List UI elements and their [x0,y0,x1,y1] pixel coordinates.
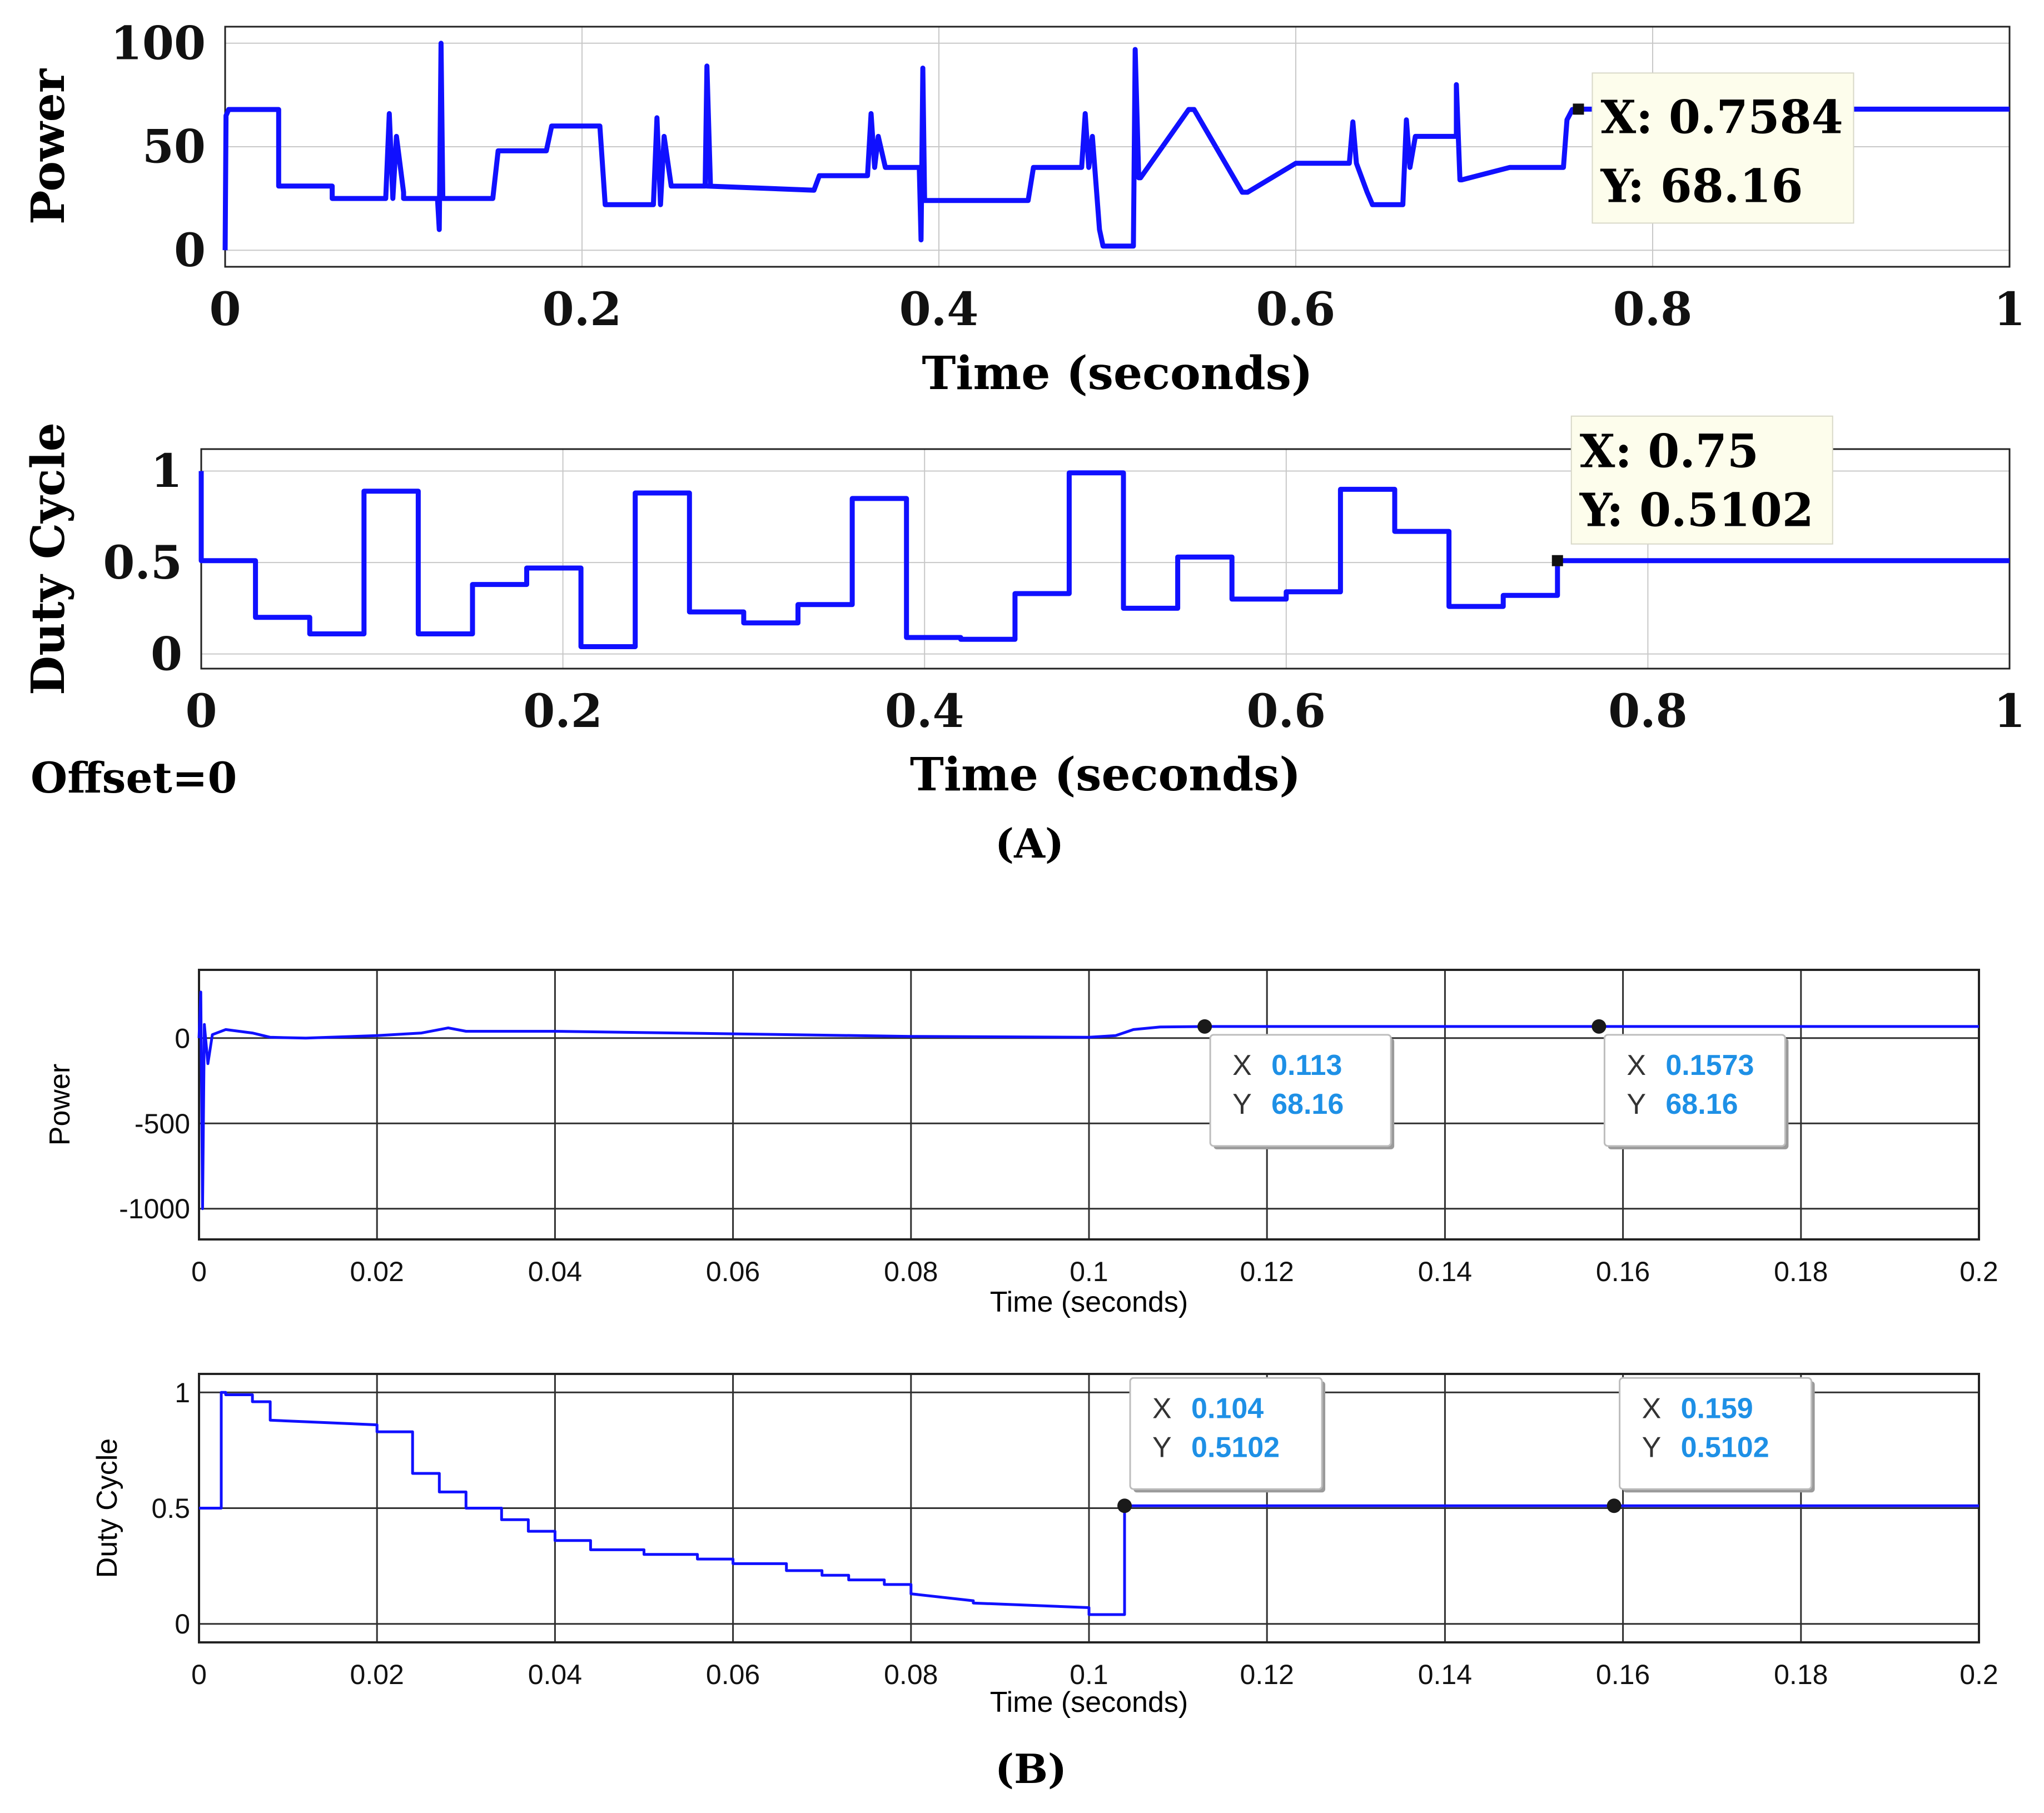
datatip-y-value: 68.16 [1665,1088,1738,1120]
x-tick-label: 0 [191,1256,207,1287]
datatip-x-label: X [1152,1392,1172,1424]
datatip-x-label: X [1627,1049,1646,1082]
y-tick-label: 0.5 [103,536,182,590]
datatip-x-text: X: 0.7584 [1600,91,1843,144]
datatip-y-label: Y [1152,1431,1172,1463]
x-tick-label: 0.8 [1613,283,1693,336]
y-tick-label: 0 [151,627,182,681]
x-tick-label: 0.14 [1418,1256,1472,1287]
y-tick-label: -500 [135,1108,190,1139]
datatip-marker [1592,1019,1607,1034]
datatip-box [1570,415,1833,545]
x-tick-label: 0.2 [523,685,603,738]
x-tick-label: 0.2 [1960,1659,1998,1690]
x-tick-label: 0.6 [1246,685,1326,738]
x-tick-label: 0.08 [884,1256,938,1287]
x-tick-label: 0.1 [1070,1256,1108,1287]
datatip-x-label: X [1232,1049,1252,1082]
x-tick-label: 0 [185,685,217,738]
x-tick-label: 1 [1993,283,2025,336]
y-tick-label: 1 [151,445,182,498]
x-tick-label: 0.04 [528,1256,582,1287]
datatip-marker [1197,1019,1212,1034]
datatip-y-label: Y [1232,1088,1252,1120]
datatip-x-text: X: 0.75 [1580,425,1759,479]
x-tick-label: 0.4 [885,685,964,738]
panel-b-label: (B) [995,1745,1067,1792]
x-axis-label: Time (seconds) [910,748,1301,801]
datatip-box [1619,1377,1813,1490]
series-line [199,1391,1979,1616]
x-tick-label: 0.1 [1070,1659,1108,1690]
datatip-box [1603,1034,1786,1147]
x-tick-label: 0.08 [884,1659,938,1690]
chart-B-duty: 0 0.02 0.04 0.06 0.08 0.1 0.12 0.14 0.16 0.18 0.2 0… [91,1373,1998,1719]
y-tick-label: 0 [174,224,206,277]
chart-A-power: 0 0.2 0.4 0.6 0.8 1 0 50 100 Time (seconds) Power X… [22,17,2026,400]
chart-B-power: 0 0.02 0.04 0.06 0.08 0.1 0.12 0.14 0.16 0.18 0.2 -… [44,969,1998,1318]
datatip-y-label: Y [1642,1431,1662,1463]
x-tick-label: 0.4 [899,283,979,336]
datatip-y-text: Y: 68.16 [1600,160,1803,213]
datatip-x-value: 0.104 [1191,1392,1264,1424]
y-tick-label: -1000 [119,1193,190,1224]
x-tick-label: 0.12 [1240,1659,1294,1690]
x-tick-label: 0.02 [350,1256,404,1287]
x-tick-label: 0.16 [1596,1256,1650,1287]
datatip-x-label: X [1642,1392,1662,1424]
x-tick-label: 0.18 [1774,1659,1828,1690]
datatip-x-value: 0.113 [1271,1049,1342,1082]
datatip-y-label: Y [1627,1088,1646,1120]
datatip-box [1209,1034,1392,1147]
x-axis-label: Time (seconds) [990,1286,1188,1318]
x-tick-label: 0.2 [543,283,622,336]
x-tick-label: 0.6 [1256,283,1336,336]
datatip-marker [1117,1498,1132,1513]
datatip-box [1129,1377,1323,1490]
x-tick-label: 0.18 [1774,1256,1828,1287]
plot-frame [198,969,1980,1241]
offset-note: Offset=0 [31,753,237,803]
datatip-y-value: 0.5102 [1191,1431,1280,1463]
y-axis-label: Power [44,1064,76,1145]
datatip-x-value: 0.1573 [1665,1049,1754,1082]
datatip-y-text: Y: 0.5102 [1579,484,1814,537]
y-tick-label: 0 [175,1023,190,1054]
datatip-marker [1573,103,1584,115]
y-tick-label: 100 [111,17,206,70]
x-tick-label: 0.06 [706,1256,760,1287]
y-tick-label: 0.5 [151,1493,190,1524]
y-axis-label: Duty Cycle [91,1438,123,1578]
y-tick-label: 1 [175,1377,190,1408]
series-line [198,470,2010,649]
x-tick-label: 0.04 [528,1659,582,1690]
x-tick-label: 1 [1993,685,2025,738]
y-tick-label: 50 [142,121,206,174]
x-axis-label: Time (seconds) [990,1686,1188,1719]
datatip-marker [1607,1498,1622,1513]
datatip-y-value: 68.16 [1271,1088,1344,1120]
x-tick-label: 0.06 [706,1659,760,1690]
x-tick-label: 0.14 [1418,1659,1472,1690]
x-tick-label: 0.02 [350,1659,404,1690]
datatip-box [1592,72,1854,224]
x-tick-label: 0 [191,1659,207,1690]
y-axis-label: Duty Cycle [22,422,75,695]
x-tick-label: 0 [209,283,241,336]
datatip-marker [1551,555,1563,566]
datatip-x-value: 0.159 [1681,1392,1753,1424]
datatip-y-value: 0.5102 [1681,1431,1769,1463]
y-tick-label: 0 [175,1608,190,1640]
x-tick-label: 0.2 [1960,1256,1998,1287]
x-tick-label: 0.12 [1240,1256,1294,1287]
chart-A-duty: 0 0.2 0.4 0.6 0.8 1 0 0.5 1 Time (seconds) Duty Cy… [22,415,2026,801]
x-tick-label: 0.16 [1596,1659,1650,1690]
x-axis-label: Time (seconds) [922,347,1312,400]
panel-a-label: (A) [995,820,1064,867]
x-tick-label: 0.8 [1608,685,1688,738]
series-line [222,41,2010,251]
y-axis-label: Power [22,68,75,225]
series-line [197,990,1979,1211]
